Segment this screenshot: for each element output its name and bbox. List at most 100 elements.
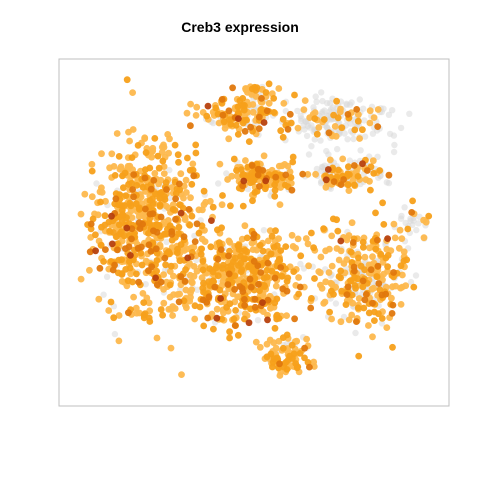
- point-expressed: [107, 298, 115, 306]
- point-expressed: [88, 160, 96, 168]
- point-expressed: [344, 283, 352, 291]
- point-expressed: [126, 252, 134, 259]
- point-expressed: [248, 239, 256, 247]
- chart-title: Creb3 expression: [181, 19, 299, 35]
- point-expressed: [192, 149, 200, 157]
- point-not-expressed: [318, 163, 326, 171]
- point-expressed: [225, 270, 233, 278]
- point-expressed: [404, 225, 412, 233]
- point-expressed: [354, 117, 362, 125]
- point-expressed: [241, 102, 248, 109]
- point-expressed: [121, 169, 129, 177]
- point-expressed: [170, 291, 178, 298]
- point-expressed: [136, 225, 144, 233]
- point-expressed: [108, 240, 116, 248]
- point-expressed: [115, 312, 123, 319]
- point-not-expressed: [317, 180, 325, 187]
- point-expressed: [145, 299, 153, 307]
- point-expressed: [256, 343, 264, 351]
- point-expressed: [339, 155, 347, 163]
- point-expressed: [88, 193, 96, 201]
- point-expressed: [203, 299, 211, 306]
- point-expressed: [215, 239, 223, 247]
- point-not-expressed: [352, 329, 359, 337]
- point-expressed: [377, 250, 385, 258]
- point-expressed: [283, 312, 290, 319]
- point-expressed: [129, 126, 137, 133]
- point-expressed: [248, 162, 256, 169]
- point-expressed: [276, 360, 283, 368]
- point-expressed: [169, 312, 177, 319]
- point-expressed: [353, 106, 361, 113]
- point-expressed: [342, 301, 350, 308]
- point-not-expressed: [334, 145, 341, 153]
- point-expressed: [227, 262, 235, 269]
- point-expressed: [156, 195, 164, 202]
- point-not-expressed: [100, 291, 107, 298]
- point-expressed: [262, 177, 270, 185]
- point-expressed: [237, 268, 245, 275]
- point-expressed: [308, 229, 315, 237]
- point-expressed: [150, 177, 158, 184]
- point-expressed: [301, 354, 308, 362]
- point-expressed: [236, 283, 244, 290]
- point-expressed: [249, 108, 257, 116]
- points-expressed: [77, 76, 433, 379]
- point-expressed: [367, 266, 375, 274]
- point-expressed: [369, 299, 376, 307]
- point-expressed: [114, 240, 121, 248]
- point-not-expressed: [344, 136, 351, 143]
- point-expressed: [359, 283, 367, 291]
- point-expressed: [292, 360, 300, 367]
- point-expressed: [255, 280, 262, 288]
- point-expressed: [100, 258, 107, 265]
- point-expressed: [330, 178, 338, 186]
- point-expressed: [328, 315, 335, 323]
- point-expressed: [354, 173, 362, 180]
- point-expressed: [140, 299, 148, 306]
- point-expressed: [235, 115, 242, 122]
- point-expressed: [251, 189, 259, 196]
- point-expressed: [238, 247, 246, 255]
- point-not-expressed: [406, 110, 413, 118]
- point-expressed: [353, 167, 360, 175]
- point-expressed: [367, 186, 374, 194]
- point-expressed: [422, 218, 430, 226]
- point-expressed: [420, 234, 428, 242]
- point-expressed: [148, 263, 156, 271]
- point-expressed: [294, 124, 302, 132]
- point-expressed: [278, 162, 286, 170]
- point-expressed: [198, 245, 206, 253]
- point-expressed: [260, 152, 268, 160]
- point-expressed: [157, 306, 165, 313]
- point-not-expressed: [415, 220, 422, 227]
- point-expressed: [177, 209, 185, 217]
- point-expressed: [188, 212, 196, 220]
- point-expressed: [164, 131, 172, 138]
- point-expressed: [120, 202, 128, 209]
- point-expressed: [351, 181, 358, 189]
- point-expressed: [180, 194, 187, 202]
- point-not-expressed: [340, 313, 348, 321]
- point-expressed: [335, 256, 343, 264]
- point-expressed: [252, 338, 260, 346]
- point-expressed: [153, 267, 161, 275]
- point-expressed: [169, 206, 177, 213]
- point-expressed: [359, 160, 366, 168]
- point-expressed: [315, 268, 323, 275]
- point-expressed: [269, 363, 276, 371]
- point-expressed: [126, 199, 134, 207]
- point-expressed: [398, 235, 406, 243]
- point-expressed: [279, 344, 287, 352]
- point-expressed: [234, 131, 242, 138]
- point-expressed: [146, 164, 154, 172]
- point-expressed: [151, 135, 159, 142]
- point-expressed: [425, 212, 433, 220]
- point-not-expressed: [397, 124, 405, 132]
- point-expressed: [77, 210, 85, 218]
- point-expressed: [290, 268, 298, 275]
- point-expressed: [241, 302, 249, 309]
- point-expressed: [306, 363, 313, 371]
- point-expressed: [246, 275, 254, 283]
- point-expressed: [135, 278, 143, 286]
